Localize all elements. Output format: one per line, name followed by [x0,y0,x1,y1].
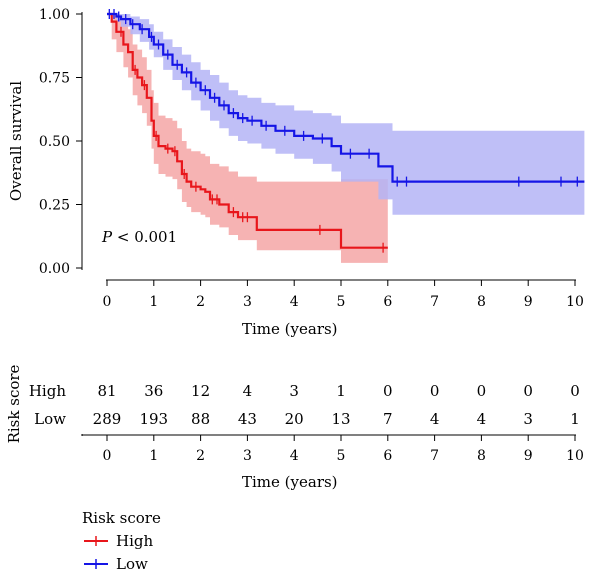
y-tick-label: 0.50 [39,134,70,150]
y-ticks: 0.00 0.25 0.50 0.75 1.00 [39,7,82,277]
survival-curves [107,12,585,249]
risk-cell-high: 0 [570,382,580,400]
legend-label-high: High [116,532,153,550]
risk-row-label-high: High [29,382,66,400]
survival-curve-low [107,12,585,183]
x-tick-label: 6 [383,294,392,310]
risk-cell-high: 3 [289,382,299,400]
ci-band-low [107,14,585,215]
risk-cell-low: 20 [285,410,304,428]
risk-cell-high: 0 [383,382,393,400]
risk-x-tick-label: 6 [383,448,392,464]
risk-x-tick-label: 5 [337,448,346,464]
p-symbol: P [101,228,113,246]
x-axis-title: Time (years) [242,320,338,338]
risk-x-tick-label: 9 [524,448,533,464]
risk-x-tick-label: 3 [243,448,252,464]
risk-cell-high: 0 [477,382,487,400]
x-tick-label: 1 [149,294,158,310]
ci-band-high [107,14,388,263]
risk-cell-low: 4 [477,410,487,428]
risk-table-y-title: Risk score [5,364,23,443]
risk-cell-high: 0 [430,382,440,400]
risk-cell-low: 13 [331,410,350,428]
risk-x-tick-label: 1 [149,448,158,464]
risk-x-tick-label: 10 [566,448,584,464]
x-tick-label: 2 [196,294,205,310]
y-tick-label: 0.25 [39,198,70,214]
x-tick-label: 9 [524,294,533,310]
risk-cell-high: 1 [336,382,346,400]
legend: Risk score High Low [82,509,161,573]
risk-cell-low: 289 [93,410,122,428]
censor-marks [108,9,578,253]
x-tick-label: 7 [430,294,439,310]
legend-item-high: High [84,532,153,550]
legend-title: Risk score [82,509,161,527]
x-tick-label: 3 [243,294,252,310]
y-tick-label: 1.00 [39,7,70,23]
risk-x-ticks: 0 1 2 3 4 5 6 7 8 9 10 [103,435,584,464]
x-tick-label: 10 [566,294,584,310]
risk-cell-high: 81 [97,382,116,400]
survival-plot: 0.00 0.25 0.50 0.75 1.00 0 1 2 3 4 5 6 7 8 9 10 Time (… [7,7,585,338]
risk-x-tick-label: 2 [196,448,205,464]
risk-cell-low: 193 [139,410,168,428]
x-tick-label: 8 [477,294,486,310]
risk-row-label-low: Low [34,410,66,428]
risk-cell-low: 4 [430,410,440,428]
p-value-annotation: P < 0.001 [101,228,177,246]
risk-cell-low: 7 [383,410,393,428]
risk-cell-low: 43 [238,410,257,428]
risk-cell-high: 12 [191,382,210,400]
risk-cell-high: 0 [523,382,533,400]
survival-curve-high [107,12,388,249]
legend-label-low: Low [116,555,148,573]
x-ticks: 0 1 2 3 4 5 6 7 8 9 10 [103,280,584,310]
risk-x-tick-label: 0 [103,448,112,464]
x-tick-label: 0 [103,294,112,310]
y-tick-label: 0.75 [39,71,70,87]
x-tick-label: 5 [337,294,346,310]
risk-x-tick-label: 7 [430,448,439,464]
confidence-bands [107,14,585,263]
risk-x-tick-label: 8 [477,448,486,464]
x-tick-label: 4 [290,294,299,310]
risk-cell-low: 1 [570,410,580,428]
risk-cell-high: 4 [243,382,253,400]
y-tick-label: 0.00 [39,261,70,277]
y-axis-title: Overall survival [7,81,25,201]
risk-cell-low: 88 [191,410,210,428]
legend-item-low: Low [84,555,148,573]
risk-x-tick-label: 4 [290,448,299,464]
risk-x-axis-title: Time (years) [242,473,338,491]
risk-cell-low: 3 [523,410,533,428]
risk-cell-high: 36 [144,382,163,400]
p-value-text: < 0.001 [112,228,177,246]
